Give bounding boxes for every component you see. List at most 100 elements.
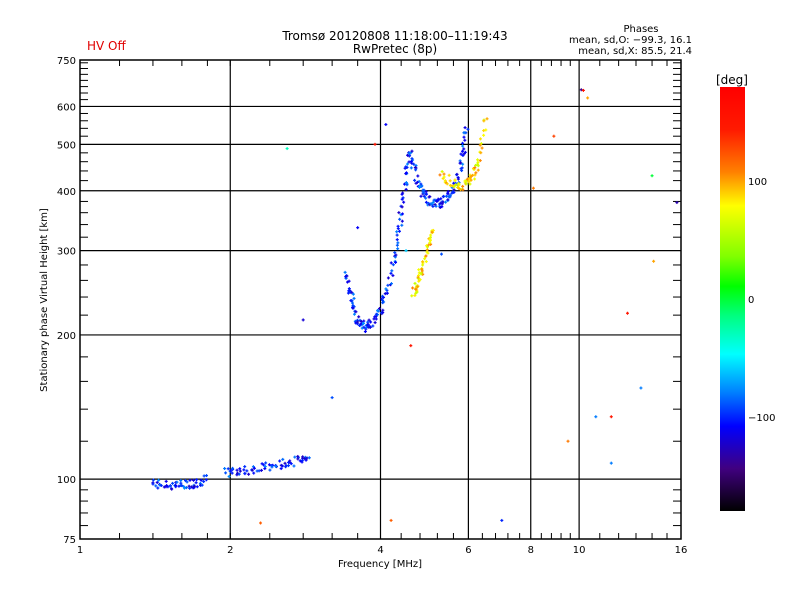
x-tick-label: 8 (528, 545, 534, 556)
data-point (259, 468, 263, 472)
data-point (438, 173, 442, 177)
data-point (447, 173, 451, 177)
x-tick-label: 4 (377, 545, 383, 556)
data-point (157, 478, 161, 482)
data-point (252, 471, 256, 475)
data-point (251, 465, 255, 469)
data-point (250, 468, 254, 472)
data-point (351, 306, 355, 310)
data-point (391, 263, 395, 267)
data-point (230, 471, 234, 475)
y-tick-label: 600 (57, 102, 76, 113)
data-point (419, 272, 423, 276)
data-point (389, 271, 393, 275)
data-point (301, 455, 305, 459)
x-tick-label: 10 (573, 545, 586, 556)
data-point (394, 260, 398, 264)
data-point (461, 162, 465, 166)
data-point (416, 174, 420, 178)
data-point (389, 282, 393, 286)
data-point (430, 230, 434, 234)
data-point (382, 295, 386, 299)
data-point (352, 312, 356, 316)
data-point (469, 174, 473, 178)
data-point (243, 471, 247, 475)
y-tick-label: 200 (57, 331, 76, 342)
data-point (464, 179, 468, 183)
data-point (425, 245, 429, 249)
data-point (396, 224, 400, 228)
hv-status: HV Off (87, 39, 126, 53)
data-point (446, 189, 450, 193)
data-point (426, 243, 430, 247)
y-tick-label: 750 (57, 56, 76, 67)
data-point (195, 478, 199, 482)
data-point (397, 211, 401, 215)
data-point (224, 471, 228, 475)
data-point (262, 463, 266, 467)
data-point (410, 294, 414, 298)
data-point (188, 486, 192, 490)
data-point (409, 344, 413, 348)
data-point (484, 128, 488, 132)
data-point (414, 168, 418, 172)
data-point (404, 181, 408, 185)
data-point (461, 188, 465, 192)
data-point (393, 251, 397, 255)
data-point (168, 484, 172, 488)
data-point (456, 176, 460, 180)
y-tick-label: 500 (57, 140, 76, 151)
data-point (419, 182, 423, 186)
data-point (202, 480, 206, 484)
data-point (194, 481, 198, 485)
data-point (414, 287, 418, 291)
data-point (429, 202, 433, 206)
x-tick-labels: 1 2 4 6 8 10 16 (77, 545, 688, 556)
data-point (164, 479, 168, 483)
data-point (238, 469, 242, 473)
data-point (416, 275, 420, 279)
data-point (413, 281, 417, 285)
data-point (436, 197, 440, 201)
data-point (461, 154, 465, 158)
data-point (409, 159, 413, 163)
data-point (400, 205, 404, 209)
data-point (180, 484, 184, 488)
data-point (343, 270, 347, 274)
data-point (415, 180, 419, 184)
data-point (473, 166, 477, 170)
data-point (205, 474, 209, 478)
data-point (155, 480, 159, 484)
data-point (357, 315, 361, 319)
colorbar-tick-label: 0 (748, 295, 754, 306)
data-point (625, 311, 629, 315)
data-point (476, 160, 480, 164)
data-point (445, 182, 449, 186)
data-point (252, 466, 256, 470)
data-point (289, 462, 293, 466)
data-point (415, 285, 419, 289)
data-point (367, 318, 371, 322)
data-point (151, 478, 155, 482)
data-point (485, 117, 489, 121)
data-point (159, 484, 163, 488)
axis-ticks (80, 60, 681, 539)
y-axis-label: Stationary phase Virtual Height [km] (39, 208, 50, 392)
data-point (482, 129, 486, 133)
data-point (175, 480, 179, 484)
data-point (354, 310, 358, 314)
data-point (465, 177, 469, 181)
data-point (229, 469, 233, 473)
data-point (406, 153, 410, 157)
data-point (381, 308, 385, 312)
data-point (235, 468, 239, 472)
data-point (330, 396, 334, 400)
data-point (154, 484, 158, 488)
data-point (459, 152, 463, 156)
data-point (410, 149, 414, 153)
data-point (395, 230, 399, 234)
data-point (267, 463, 271, 467)
data-point (304, 458, 308, 462)
x-axis-label: Frequency [MHz] (338, 559, 422, 570)
data-point (200, 483, 204, 487)
